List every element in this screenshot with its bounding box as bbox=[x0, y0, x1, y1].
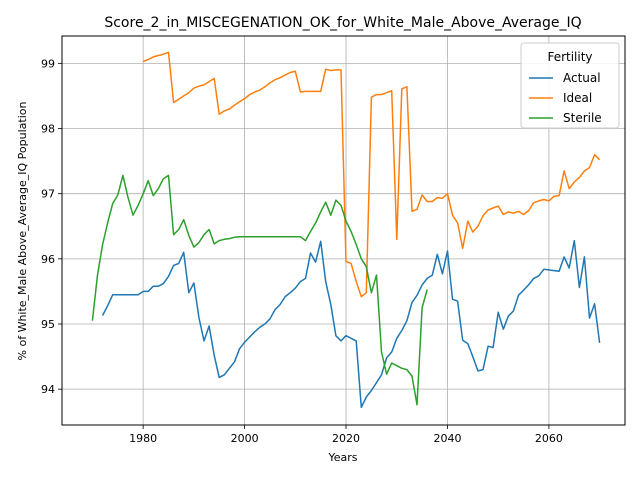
y-tick-label: 97 bbox=[41, 188, 55, 201]
x-tick-label: 2040 bbox=[433, 432, 461, 445]
y-axis-label: % of White_Male Above_Average_IQ Populat… bbox=[16, 101, 29, 360]
legend: Fertility Actual Ideal Sterile bbox=[520, 42, 620, 129]
legend-box bbox=[520, 42, 620, 129]
y-tick-label: 95 bbox=[41, 318, 55, 331]
y-tick-label: 98 bbox=[41, 123, 55, 136]
x-tick-label: 1980 bbox=[129, 432, 157, 445]
x-tick-label: 2000 bbox=[231, 432, 259, 445]
y-tick-label: 99 bbox=[41, 57, 55, 70]
series-line-sterile bbox=[91, 174, 428, 406]
x-tick-label: 2060 bbox=[535, 432, 563, 445]
series-lines bbox=[91, 51, 601, 409]
x-tick-label: 2020 bbox=[332, 432, 360, 445]
series-line-actual bbox=[101, 239, 601, 409]
x-axis-label: Years bbox=[327, 451, 357, 464]
y-tick-label: 94 bbox=[41, 383, 55, 396]
legend-label-actual: Actual bbox=[563, 71, 601, 85]
plot-area-frame bbox=[61, 35, 626, 426]
x-axis-ticks: 1980 2000 2020 2040 2060 bbox=[129, 425, 563, 445]
y-tick-label: 96 bbox=[41, 253, 55, 266]
series-line-ideal bbox=[142, 51, 601, 298]
legend-label-ideal: Ideal bbox=[563, 91, 592, 105]
legend-title: Fertility bbox=[547, 50, 592, 64]
y-axis-ticks: 94 95 96 97 98 99 bbox=[41, 57, 62, 396]
chart-title: Score_2_in_MISCEGENATION_OK_for_White_Ma… bbox=[104, 15, 581, 31]
legend-label-sterile: Sterile bbox=[563, 111, 602, 125]
